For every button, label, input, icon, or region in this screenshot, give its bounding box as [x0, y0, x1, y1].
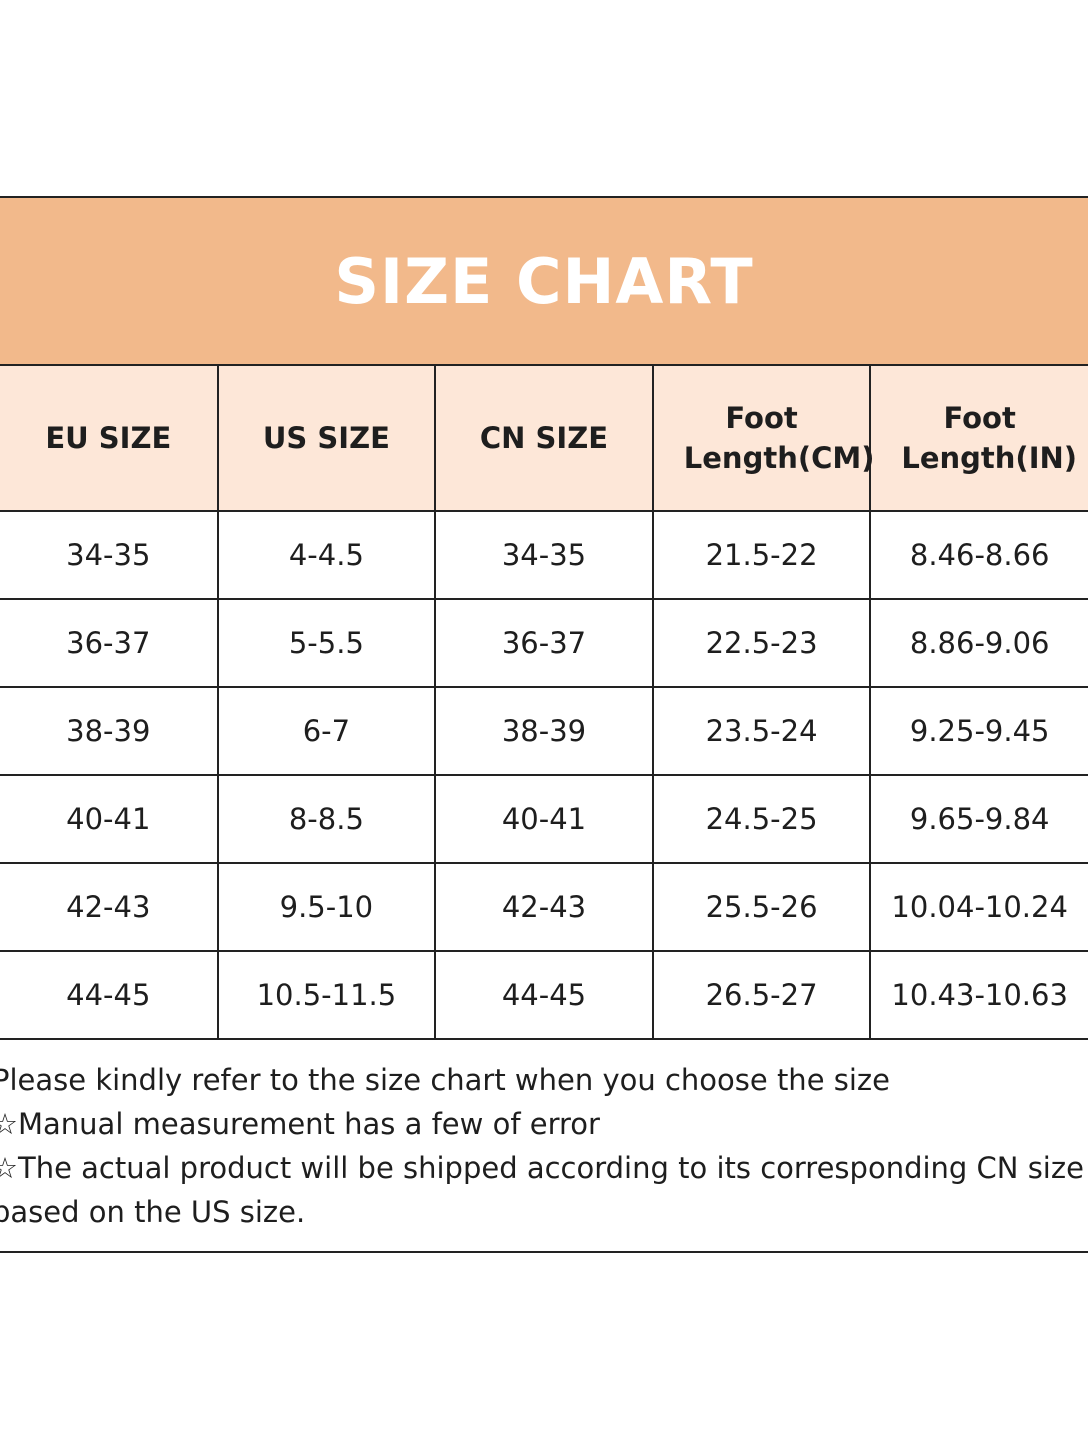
size-table: EU SIZE US SIZE CN SIZE Foot Length(CM) Foot…: [0, 364, 1088, 1040]
cell: 23.5-24: [651, 686, 872, 776]
cell: 6-7: [216, 686, 437, 776]
note: Please kindly refer to the size chart wh…: [0, 1063, 890, 1097]
cell: 34-35: [0, 510, 219, 600]
cell: 4-4.5: [216, 510, 437, 600]
row: 42-43 9.5-10 42-43 25.5-26 10.04-10.24: [0, 862, 1088, 952]
cell: 21.5-22: [651, 510, 872, 600]
title: SIZE CHART: [334, 244, 754, 318]
cell: 8.46-8.66: [869, 510, 1088, 600]
cell: 9.65-9.84: [869, 774, 1088, 864]
cell: 9.25-9.45: [869, 686, 1088, 776]
cell: 44-45: [434, 950, 654, 1040]
note: ☆The actual product will be shipped acco…: [0, 1151, 1084, 1229]
cell: 25.5-26: [651, 862, 872, 952]
cell: 26.5-27: [651, 950, 872, 1040]
column-header: EU SIZE: [0, 364, 219, 512]
cell: 8.86-9.06: [869, 598, 1088, 688]
cell: 42-43: [0, 862, 219, 952]
column-header: Foot Length(CM): [651, 364, 875, 512]
row: 44-45 10.5-11.5 44-45 26.5-27 10.43-10.63: [0, 950, 1088, 1040]
divider: [0, 1251, 1088, 1253]
cell: 10.5-11.5: [216, 950, 437, 1040]
cell: 10.04-10.24: [869, 862, 1088, 952]
cell: 8-8.5: [216, 774, 437, 864]
notes: Please kindly refer to the size chart wh…: [0, 1058, 1088, 1234]
cell: 5-5.5: [216, 598, 437, 688]
cell: 9.5-10: [216, 862, 437, 952]
row: 38-39 6-7 38-39 23.5-24 9.25-9.45: [0, 686, 1088, 776]
column-header: Foot Length(IN): [869, 364, 1088, 512]
cell: 38-39: [434, 686, 654, 776]
column-header: CN SIZE: [434, 364, 654, 512]
row: 34-35 4-4.5 34-35 21.5-22 8.46-8.66: [0, 510, 1088, 600]
cell: 38-39: [0, 686, 219, 776]
row: 40-41 8-8.5 40-41 24.5-25 9.65-9.84: [0, 774, 1088, 864]
cell: 36-37: [0, 598, 219, 688]
cell: 34-35: [434, 510, 654, 600]
cell: 40-41: [0, 774, 219, 864]
cell: 42-43: [434, 862, 654, 952]
banner: SIZE CHART: [0, 196, 1088, 364]
cell: 10.43-10.63: [869, 950, 1088, 1040]
row: 36-37 5-5.5 36-37 22.5-23 8.86-9.06: [0, 598, 1088, 688]
cell: 22.5-23: [651, 598, 872, 688]
column-header: US SIZE: [216, 364, 437, 512]
cell: 36-37: [434, 598, 654, 688]
cell: 40-41: [434, 774, 654, 864]
cell: 24.5-25: [651, 774, 872, 864]
cell: 44-45: [0, 950, 219, 1040]
header-row: EU SIZE US SIZE CN SIZE Foot Length(CM) Foot…: [0, 364, 1088, 512]
note: ☆Manual measurement has a few of error: [0, 1107, 600, 1141]
